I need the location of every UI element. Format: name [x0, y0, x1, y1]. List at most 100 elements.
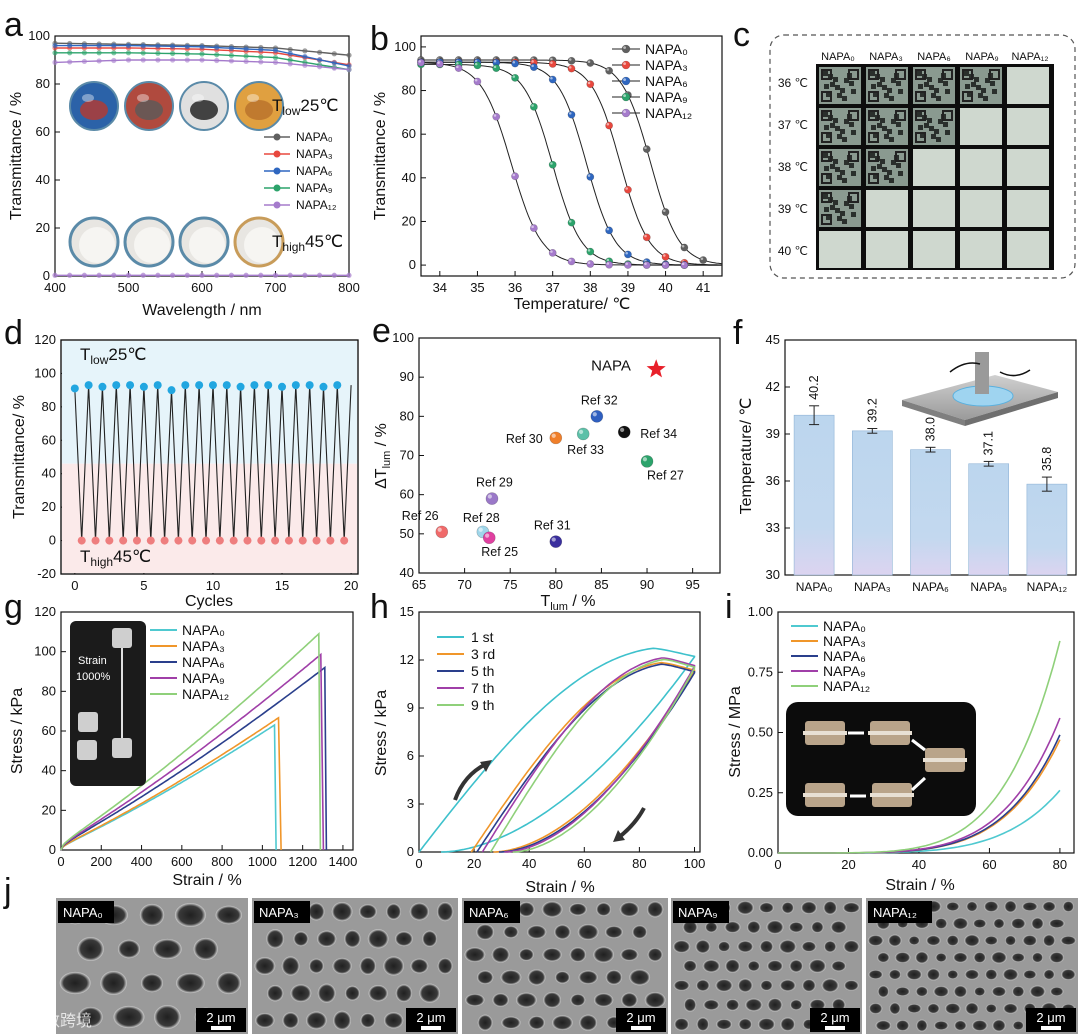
sem-pore: [360, 1013, 376, 1028]
series-high-marker: [125, 57, 132, 63]
sem-pore: [724, 921, 741, 933]
sem-pore: [747, 960, 760, 972]
data-point-highlight: [587, 174, 591, 177]
series-high-marker: [155, 50, 161, 56]
x-tick-label: 5: [140, 578, 147, 593]
sample-disc-opaque-center: [244, 227, 280, 263]
legend-entry: NAPA₉: [823, 663, 866, 679]
sem-pore: [308, 958, 324, 974]
sem-pore: [395, 984, 413, 1003]
y-tick-label: 60: [400, 487, 414, 502]
series-high-marker: [346, 52, 352, 58]
sem-pore: [674, 1017, 689, 1031]
qr-finder: [868, 132, 879, 143]
qr-pattern-block: [964, 71, 969, 76]
bar-value-label: 35.8: [1040, 447, 1054, 471]
qr-pattern-block: [882, 85, 887, 90]
panel-b-temperature-transmittance: b 34 35 36 37 38 39 40 41 0 20 40 60 80 100 Temperature…: [370, 20, 723, 313]
qr-pattern-block: [871, 166, 876, 171]
scalebar-label: 2 μm: [626, 1010, 655, 1025]
qr-pattern-block: [882, 167, 887, 172]
sem-pore: [386, 903, 402, 920]
high-state-point: [167, 386, 176, 395]
sem-pore: [747, 920, 761, 934]
qr-finder: [821, 69, 832, 80]
sem-pore: [759, 902, 774, 913]
data-point-highlight: [418, 60, 421, 63]
sem-pore: [267, 985, 284, 1002]
panel-label: h: [370, 588, 389, 626]
sem-pore: [725, 999, 740, 1011]
x-tick-label: 0: [71, 578, 78, 593]
series-low-marker: [272, 272, 279, 278]
sem-pore: [293, 931, 309, 947]
sem-pore: [1022, 901, 1038, 912]
x-tick-label: 38: [583, 280, 597, 295]
sem-pore: [946, 934, 959, 947]
y-tick-label: 0: [49, 533, 56, 548]
qr-pattern-block: [936, 96, 941, 101]
series-high-marker: [287, 50, 293, 57]
series-high-marker: [258, 59, 264, 65]
data-point-highlight: [625, 187, 628, 190]
sem-pore: [868, 969, 883, 980]
sem-pore: [358, 904, 377, 919]
data-point: [567, 218, 576, 227]
x-tick-label: 0: [57, 854, 64, 869]
series-high-marker: [96, 43, 102, 49]
sample-tile-opaque: [913, 149, 955, 186]
legend-swatch-dot: [273, 201, 281, 209]
y-axis-title: Stress / kPa: [9, 688, 26, 774]
high-state-point: [112, 381, 121, 390]
x-axis-title: Strain / %: [172, 872, 241, 889]
qr-pattern-block: [823, 153, 828, 158]
qr-pattern-block: [823, 112, 828, 117]
sem-tag-background: [464, 901, 520, 923]
sem-pore: [282, 1012, 299, 1029]
sem-pore: [1043, 969, 1055, 980]
scalebar-label: 2 μm: [1036, 1010, 1065, 1025]
sem-pore: [715, 979, 733, 992]
sem-pore: [100, 970, 127, 996]
x-tick-label: 600: [171, 854, 193, 869]
bar: [968, 463, 1010, 576]
sem-pore: [344, 929, 361, 948]
sem-pore: [1023, 969, 1037, 980]
sample-tile-opaque: [960, 108, 1002, 145]
qr-pattern-block: [891, 160, 896, 165]
sample-tile-opaque: [819, 231, 861, 268]
data-point-highlight: [606, 258, 610, 262]
legend-entry: NAPA₃: [823, 633, 866, 649]
series-high-marker: [155, 43, 161, 49]
low-state-point: [298, 536, 307, 545]
inset-text: Strain: [78, 655, 107, 667]
data-point-highlight: [474, 62, 478, 66]
sem-pore: [703, 999, 720, 1011]
data-point: [605, 121, 614, 130]
data-point: [492, 112, 501, 121]
row-header: 39 ℃: [778, 202, 808, 216]
qr-pattern-block: [938, 78, 943, 83]
low-state-point: [174, 536, 183, 545]
qr-pattern-block: [985, 78, 990, 83]
series-high-marker: [287, 61, 293, 67]
sem-pore: [518, 901, 535, 917]
sem-pore: [767, 960, 783, 972]
inset-fixture-plate: [868, 731, 912, 735]
data-point-highlight: [606, 262, 610, 265]
inset-clamp: [112, 628, 132, 648]
sem-pore: [760, 980, 773, 991]
qr-finder: [868, 173, 879, 184]
sem-pore: [964, 969, 980, 980]
series-high-marker: [228, 52, 234, 59]
x-tick-label: 85: [594, 577, 608, 592]
data-point: [586, 173, 595, 181]
data-point-highlight: [437, 61, 440, 64]
high-state-point: [333, 381, 342, 390]
x-tick-label: 80: [1053, 857, 1067, 872]
qr-pattern-block: [826, 174, 831, 179]
panel-label: c: [733, 16, 750, 54]
qr-pattern-block: [927, 118, 932, 123]
qr-pattern-block: [880, 77, 885, 82]
napa-star-marker: [646, 359, 666, 378]
